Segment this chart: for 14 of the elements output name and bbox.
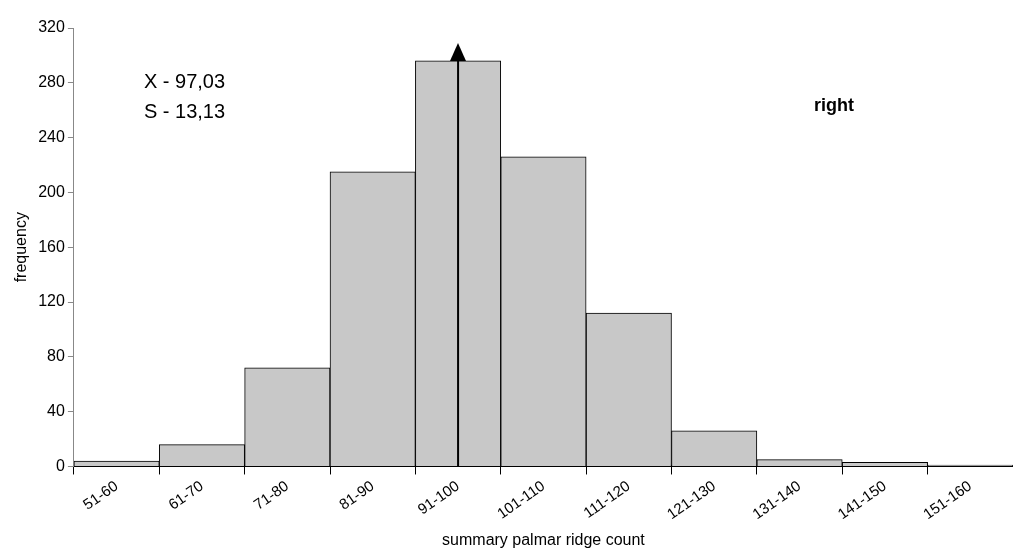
y-tick-label: 200 [38,182,65,200]
annotation: X - 97,03 [143,70,226,92]
y-tick-label: 0 [55,456,65,474]
y-tick-label: 40 [47,402,65,420]
y-tick-label: 280 [38,73,65,91]
y-tick-label: 120 [38,292,65,310]
y-tick-label: 160 [38,237,65,255]
annotation: S - 13,13 [143,100,226,122]
annotation: right [813,95,854,115]
y-tick-label: 320 [38,18,65,36]
y-axis-title: frequency [12,212,30,283]
y-tick-label: 240 [38,128,65,146]
y-tick-label: 80 [47,347,65,365]
x-axis-title: summary palmar ridge count [442,530,646,548]
